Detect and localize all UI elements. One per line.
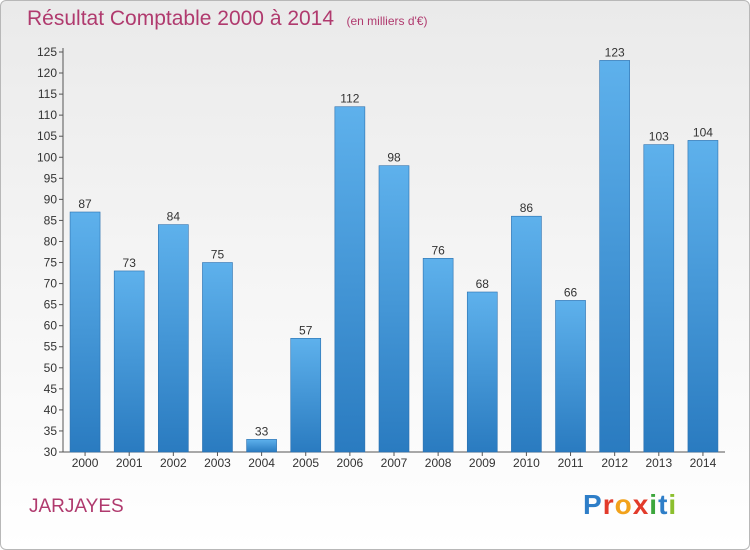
x-tick-label-2002: 2002: [160, 456, 187, 470]
x-tick-label-2011: 2011: [558, 456, 584, 470]
y-tick-label: 45: [44, 382, 58, 396]
value-label-2000: 87: [78, 197, 92, 211]
x-tick-label-2009: 2009: [469, 456, 496, 470]
value-label-2002: 84: [167, 210, 181, 224]
bar-2001: [113, 270, 145, 453]
value-label-2001: 73: [123, 256, 137, 270]
logo-letter: i: [668, 489, 678, 520]
logo-letter: P: [583, 489, 603, 520]
value-label-2011: 66: [564, 285, 578, 299]
y-tick-label: 90: [44, 192, 58, 206]
bar-2011: [555, 300, 586, 453]
bar-2000: [69, 211, 101, 453]
x-tick-label-2008: 2008: [425, 456, 452, 470]
bar-2008: [422, 258, 454, 453]
proxiti-logo: Proxiti: [583, 489, 677, 521]
x-tick-label-2006: 2006: [337, 456, 364, 470]
bar-2010: [511, 215, 542, 453]
x-tick-label-2007: 2007: [381, 456, 408, 470]
bar-2013: [643, 144, 675, 453]
y-tick-label: 125: [37, 45, 57, 59]
y-tick-label: 35: [44, 424, 58, 438]
bar-2005: [290, 338, 322, 453]
y-tick-label: 85: [44, 213, 58, 227]
y-tick-label: 40: [44, 403, 58, 417]
y-tick-label: 105: [37, 129, 57, 143]
y-tick-label: 80: [44, 234, 58, 248]
logo-letter: r: [602, 489, 615, 520]
x-tick-label-2003: 2003: [204, 456, 231, 470]
value-label-2003: 75: [211, 248, 225, 262]
bar-2006: [334, 106, 366, 453]
bar-2002: [158, 224, 189, 453]
y-tick-label: 50: [44, 361, 58, 375]
x-tick-label-2010: 2010: [513, 456, 540, 470]
value-label-2008: 76: [431, 243, 445, 257]
bar-2004: [246, 439, 277, 453]
x-tick-label-2005: 2005: [292, 456, 319, 470]
value-label-2013: 103: [649, 130, 669, 144]
y-tick-label: 115: [38, 87, 57, 101]
chart-title-main: Résultat Comptable 2000 à 2014: [27, 7, 335, 30]
value-label-2009: 68: [476, 277, 490, 291]
x-tick-label-2014: 2014: [690, 456, 717, 470]
y-tick-label: 30: [44, 445, 58, 459]
bar-2012: [599, 60, 630, 453]
bar-2007: [378, 165, 410, 453]
y-tick-label: 100: [37, 150, 57, 164]
value-label-2005: 57: [299, 323, 313, 337]
bar-2014: [687, 140, 719, 453]
y-tick-label: 120: [37, 66, 57, 80]
bar-2003: [202, 262, 233, 453]
x-tick-label-2001: 2001: [116, 456, 143, 470]
y-tick-label: 110: [38, 108, 57, 122]
chart-title: Résultat Comptable 2000 à 2014 (en milli…: [27, 7, 427, 31]
x-tick-label-2004: 2004: [248, 456, 275, 470]
y-tick-label: 70: [44, 277, 58, 291]
x-tick-label-2013: 2013: [645, 456, 672, 470]
y-tick-label: 75: [44, 256, 58, 270]
y-tick-label: 65: [44, 298, 58, 312]
value-label-2006: 112: [340, 92, 359, 106]
value-label-2007: 98: [387, 151, 401, 165]
logo-letter: i: [649, 489, 659, 520]
y-tick-label: 95: [44, 171, 58, 185]
y-tick-label: 55: [44, 340, 58, 354]
y-tick-label: 60: [44, 319, 58, 333]
bar-2009: [466, 291, 498, 453]
logo-letter: o: [614, 489, 633, 520]
value-label-2010: 86: [520, 201, 534, 215]
logo-letter: x: [632, 489, 650, 520]
value-label-2004: 33: [255, 424, 269, 438]
municipality-name: JARJAYES: [29, 496, 124, 517]
logo-letter: t: [658, 489, 669, 520]
chart-title-unit: (en milliers d'€): [346, 14, 428, 28]
x-tick-label-2000: 2000: [72, 456, 99, 470]
x-tick-label-2012: 2012: [601, 456, 628, 470]
value-label-2014: 104: [693, 125, 713, 139]
value-label-2012: 123: [605, 45, 625, 59]
